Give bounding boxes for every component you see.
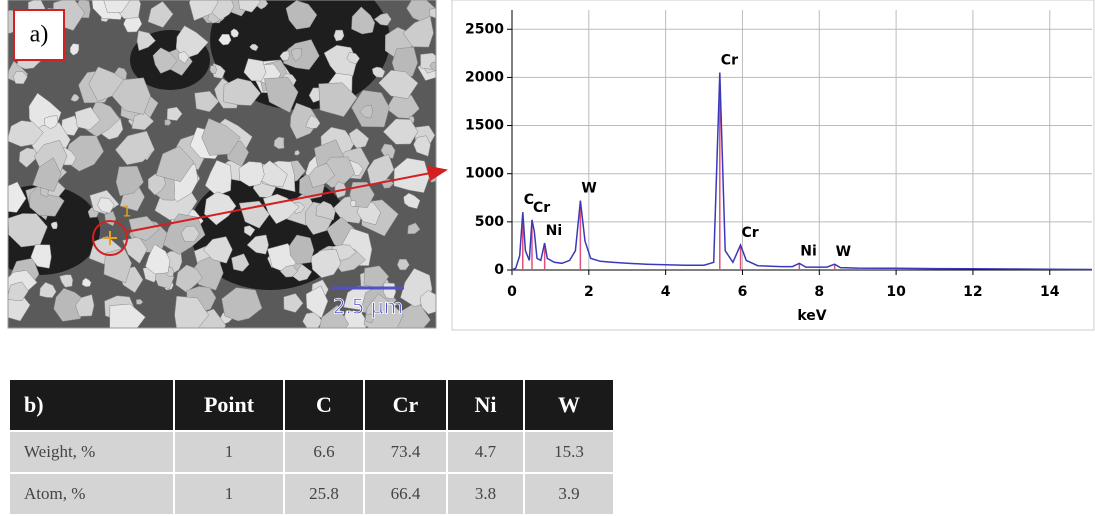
table-cell: 3.9 bbox=[525, 474, 613, 514]
peak-label: Cr bbox=[742, 225, 759, 241]
peak-label: W bbox=[581, 181, 596, 197]
x-tick-label: 2 bbox=[584, 284, 594, 300]
x-tick-label: 10 bbox=[886, 284, 906, 300]
header-cell: b) bbox=[10, 380, 173, 430]
peak-label: Cr bbox=[533, 200, 550, 216]
x-axis-label: keV bbox=[797, 308, 826, 324]
peak-label: Ni bbox=[800, 243, 817, 259]
scale-bar-label: 2.5 µm bbox=[333, 295, 403, 319]
x-tick-label: 14 bbox=[1040, 284, 1060, 300]
table-row: Atom, %125.866.43.83.9 bbox=[10, 474, 613, 514]
header-cell: Ni bbox=[448, 380, 523, 430]
point-label: 1 bbox=[122, 203, 132, 221]
y-tick-label: 2500 bbox=[465, 21, 504, 37]
header-cell: Cr bbox=[365, 380, 446, 430]
x-tick-label: 0 bbox=[507, 284, 517, 300]
header-cell: C bbox=[285, 380, 363, 430]
table-cell: 3.8 bbox=[448, 474, 523, 514]
x-tick-label: 4 bbox=[661, 284, 671, 300]
x-tick-label: 8 bbox=[814, 284, 824, 300]
table-cell: 4.7 bbox=[448, 432, 523, 472]
y-tick-label: 1000 bbox=[465, 166, 504, 182]
y-tick-label: 2000 bbox=[465, 69, 504, 85]
x-tick-label: 12 bbox=[963, 284, 982, 300]
table-cell: 15.3 bbox=[525, 432, 613, 472]
peak-label: Ni bbox=[546, 223, 563, 239]
y-tick-label: 1500 bbox=[465, 118, 504, 134]
header-cell: W bbox=[525, 380, 613, 430]
sem-particle bbox=[210, 66, 217, 74]
table-cell: Weight, % bbox=[10, 432, 173, 472]
table-cell: 25.8 bbox=[285, 474, 363, 514]
table-cell: 1 bbox=[175, 432, 283, 472]
chart-frame bbox=[452, 0, 1094, 330]
x-tick-label: 6 bbox=[738, 284, 748, 300]
table-header: b)PointCCrNiW bbox=[10, 380, 613, 430]
panel-label: a) bbox=[30, 22, 49, 48]
table-cell: Atom, % bbox=[10, 474, 173, 514]
figure: a) 1 2.5 µm 0 500 1000 1500 2000 2500 0 2 4 6 8 10 1… bbox=[0, 0, 1095, 515]
table-cell: 73.4 bbox=[365, 432, 446, 472]
table-cell: 6.6 bbox=[285, 432, 363, 472]
y-tick-label: 0 bbox=[494, 262, 504, 278]
table-cell: 66.4 bbox=[365, 474, 446, 514]
sem-image bbox=[0, 0, 443, 343]
table-cell: 1 bbox=[175, 474, 283, 514]
header-cell: Point bbox=[175, 380, 283, 430]
peak-label: Cr bbox=[721, 53, 738, 69]
y-tick-label: 500 bbox=[475, 214, 504, 230]
figure-graphics: a) 1 2.5 µm 0 500 1000 1500 2000 2500 0 2 4 6 8 10 1… bbox=[0, 0, 1095, 378]
peak-label: W bbox=[836, 244, 851, 260]
